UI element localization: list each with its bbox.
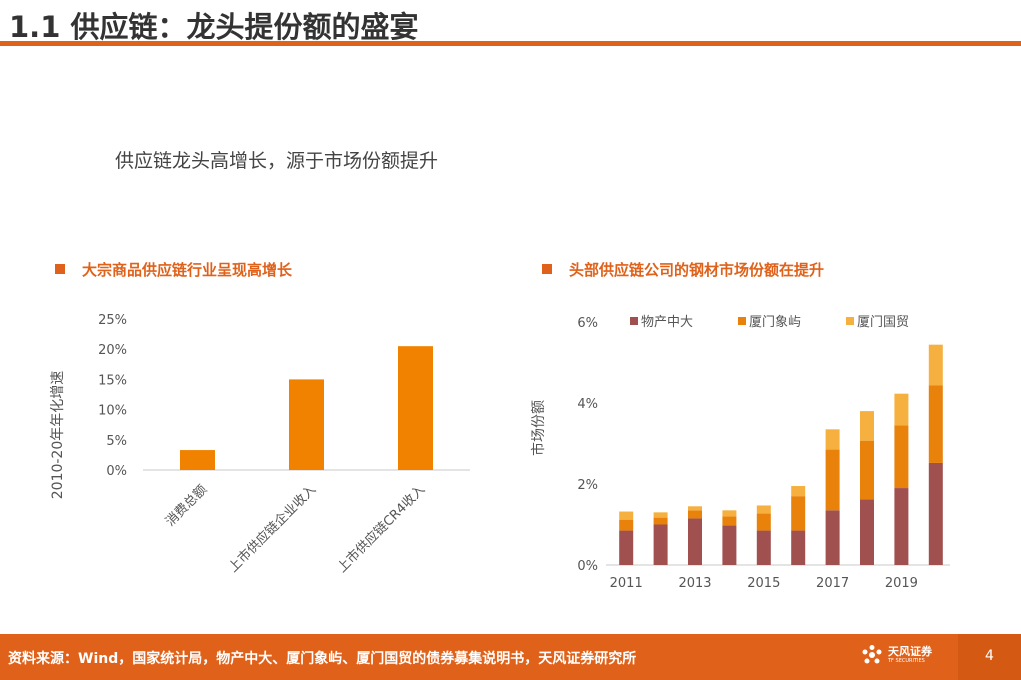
company-logo: 天风证券 TF SECURITIES — [860, 644, 932, 666]
bar-segment-1 — [825, 510, 840, 565]
bar-segment-3 — [688, 506, 702, 511]
y-axis-title: 2010-20年年化增速 — [50, 371, 66, 500]
y-tick-label: 6% — [577, 316, 598, 331]
x-tick-label: 2013 — [678, 576, 711, 591]
flower-logo-icon — [862, 645, 882, 664]
x-category-label: 消费总额 — [163, 482, 210, 529]
y-tick-label: 15% — [98, 373, 127, 388]
left-panel-title: 大宗商品供应链行业呈现高增长 — [55, 259, 292, 280]
bar-segment-2 — [688, 510, 702, 519]
bar-segment-2 — [756, 513, 771, 531]
bar-segment-2 — [619, 519, 634, 531]
square-bullet-icon — [542, 264, 552, 274]
x-tick-label: 2019 — [885, 576, 918, 591]
x-tick-label: 2015 — [747, 576, 780, 591]
left-panel-title-text: 大宗商品供应链行业呈现高增长 — [82, 261, 293, 279]
y-tick-label: 5% — [106, 434, 127, 449]
y-tick-label: 20% — [98, 343, 127, 358]
square-bullet-icon — [55, 264, 65, 274]
bar-segment-3 — [860, 411, 874, 441]
x-tick-label: 2017 — [816, 576, 849, 591]
bar-segment-1 — [722, 525, 737, 565]
x-category-label: 上市供应链CR4收入 — [334, 482, 428, 576]
y-tick-label: 25% — [98, 313, 127, 328]
bar-segment-2 — [653, 517, 668, 525]
bar-segment-2 — [825, 449, 840, 511]
bar-2 — [289, 379, 324, 470]
title-underline — [0, 41, 1021, 46]
bar-segment-3 — [619, 511, 634, 520]
x-category-label: 上市供应链企业收入 — [225, 482, 319, 576]
section-subtitle: 供应链龙头高增长，源于市场份额提升 — [115, 150, 439, 172]
page-number-block — [958, 634, 1021, 680]
bar-segment-2 — [894, 425, 909, 489]
y-tick-label: 4% — [577, 397, 598, 412]
y-tick-label: 2% — [577, 478, 598, 493]
legend-label: 物产中大 — [641, 315, 693, 330]
logo-subtitle: TF SECURITIES — [888, 658, 925, 664]
y-tick-label: 10% — [98, 404, 127, 419]
y-axis-title: 市场份额 — [530, 400, 547, 456]
bar-segment-1 — [894, 488, 909, 565]
bar-segment-1 — [756, 530, 771, 565]
legend-swatch — [738, 317, 746, 325]
legend-label: 厦门国贸 — [857, 315, 909, 330]
bar-segment-1 — [860, 499, 874, 565]
logo-name: 天风证券 — [888, 645, 932, 658]
bar-segment-1 — [791, 530, 806, 565]
bar-segment-3 — [928, 344, 943, 386]
bar-segment-3 — [894, 393, 909, 426]
bar-segment-1 — [619, 530, 634, 565]
bar-segment-2 — [860, 440, 874, 500]
bar-segment-1 — [653, 524, 668, 565]
right-panel-title-text: 头部供应链公司的钢材市场份额在提升 — [569, 261, 825, 279]
bar-segment-3 — [653, 512, 668, 518]
source-note: 资料来源：Wind，国家统计局，物产中大、厦门象屿、厦门国贸的债券募集说明书，天… — [8, 651, 637, 667]
bar-segment-2 — [722, 516, 737, 526]
right-panel-title: 头部供应链公司的钢材市场份额在提升 — [542, 259, 824, 280]
bar-segment-3 — [825, 429, 840, 450]
page-number: 4 — [985, 648, 994, 664]
bar-segment-3 — [722, 510, 737, 517]
footer-bar: 资料来源：Wind，国家统计局，物产中大、厦门象屿、厦门国贸的债券募集说明书，天… — [0, 634, 1021, 680]
market-share-stacked-chart: 0% 2% 4% 6% 2011 2013 2015 2017 2019 市场份额 物产中大 厦门象屿… — [530, 315, 950, 591]
bar-segment-1 — [928, 462, 943, 565]
bar-segment-1 — [688, 518, 702, 565]
bar-3 — [398, 346, 433, 470]
page-title: 1.1 供应链：龙头提份额的盛宴 — [9, 10, 419, 44]
legend-label: 厦门象屿 — [749, 315, 801, 330]
x-tick-label: 2011 — [610, 576, 643, 591]
legend-swatch — [630, 317, 638, 325]
legend-swatch — [846, 317, 854, 325]
growth-bar-chart: 0% 5% 10% 15% 20% 25% 消费总额 上市供应链企业收入 上市供应链CR4收入 2… — [50, 313, 470, 576]
bar-segment-3 — [756, 505, 771, 514]
bar-1 — [180, 450, 215, 470]
bar-segment-2 — [928, 385, 943, 463]
y-tick-label: 0% — [577, 559, 598, 574]
bar-segment-2 — [791, 496, 806, 531]
bar-segment-3 — [791, 486, 806, 497]
y-tick-label: 0% — [106, 464, 127, 479]
